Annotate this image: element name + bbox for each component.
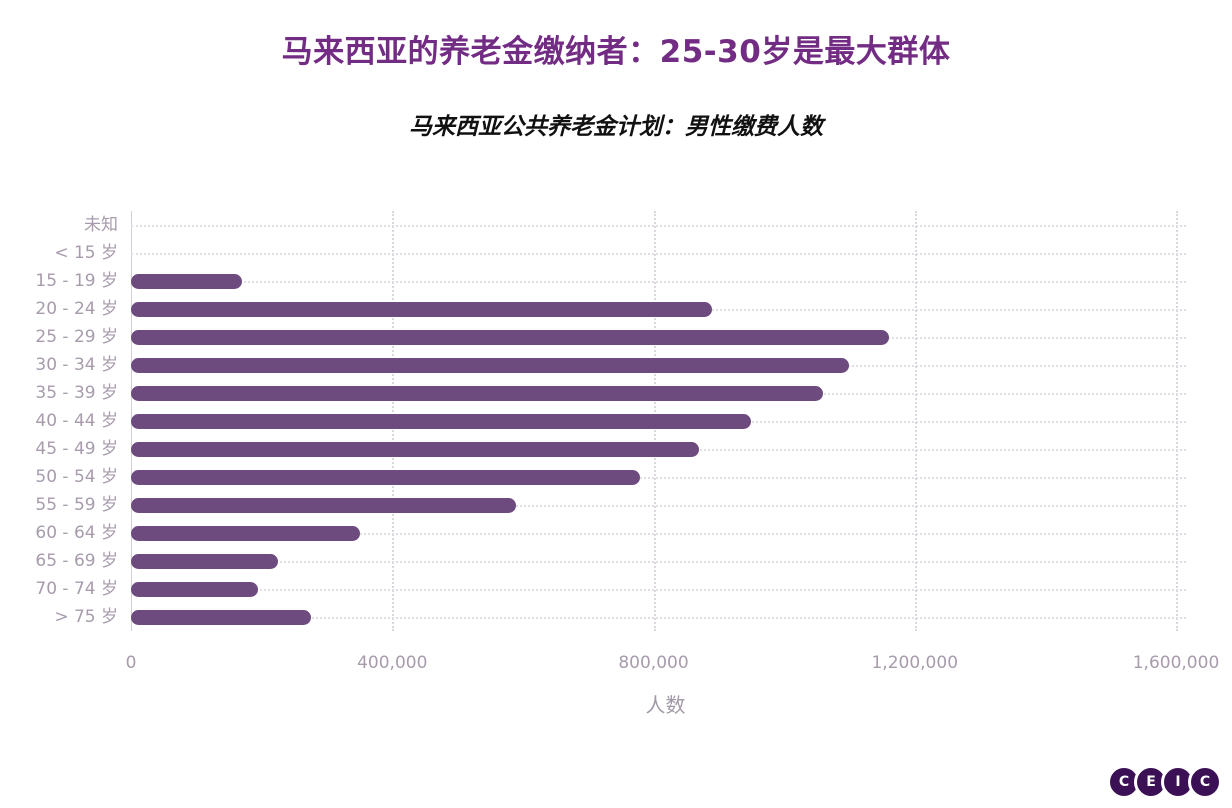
category-label: 20 - 24 岁 bbox=[35, 299, 118, 319]
bar-row bbox=[131, 211, 1200, 239]
row-gridline bbox=[131, 477, 1186, 479]
bar-row bbox=[131, 267, 1200, 295]
x-tick-label: 1,200,000 bbox=[871, 653, 959, 673]
category-label: 60 - 64 岁 bbox=[35, 523, 118, 543]
bar-row bbox=[131, 323, 1200, 351]
bar-row bbox=[131, 239, 1200, 267]
plot-area bbox=[131, 211, 1200, 631]
bar bbox=[131, 581, 259, 597]
category-label: 30 - 34 岁 bbox=[35, 355, 118, 375]
x-axis: 0 400,000 800,000 1,200,000 1,600,000 bbox=[126, 653, 1220, 677]
bar-row bbox=[131, 603, 1200, 631]
bar-row bbox=[131, 491, 1200, 519]
bar-row bbox=[131, 407, 1200, 435]
category-label: < 15 岁 bbox=[54, 243, 118, 263]
bar bbox=[131, 329, 889, 345]
row-gridline bbox=[131, 253, 1186, 255]
category-label: 55 - 59 岁 bbox=[35, 495, 118, 515]
category-label: 35 - 39 岁 bbox=[35, 383, 118, 403]
bar-row bbox=[131, 463, 1200, 491]
bar-chart: 未知 < 15 岁 15 - 19 岁 20 - 24 岁 25 - 29 岁 30 - … bbox=[0, 211, 1232, 631]
category-label: > 75 岁 bbox=[54, 607, 118, 627]
category-label: 45 - 49 岁 bbox=[35, 439, 118, 459]
category-label: 50 - 54 岁 bbox=[35, 467, 118, 487]
bar bbox=[131, 413, 752, 429]
bar bbox=[131, 609, 311, 625]
category-label: 25 - 29 岁 bbox=[35, 327, 118, 347]
bar bbox=[131, 385, 824, 401]
x-tick-label: 1,600,000 bbox=[1132, 653, 1220, 673]
bar bbox=[131, 273, 243, 289]
category-label: 40 - 44 岁 bbox=[35, 411, 118, 431]
x-tick-label: 400,000 bbox=[357, 653, 428, 673]
logo-circle: C bbox=[1188, 765, 1222, 799]
bar bbox=[131, 469, 641, 485]
category-label: 15 - 19 岁 bbox=[35, 271, 118, 291]
bar-row bbox=[131, 547, 1200, 575]
bar bbox=[131, 301, 713, 317]
category-label: 70 - 74 岁 bbox=[35, 579, 118, 599]
bar-row bbox=[131, 575, 1200, 603]
row-gridline bbox=[131, 505, 1186, 507]
bar-row bbox=[131, 351, 1200, 379]
chart-page: 马来西亚的养老金缴纳者：25-30岁是最大群体 马来西亚公共养老金计划：男性缴费… bbox=[0, 26, 1232, 799]
bar-row bbox=[131, 379, 1200, 407]
bar bbox=[131, 553, 278, 569]
category-label: 未知 bbox=[84, 215, 118, 235]
bar bbox=[131, 357, 850, 373]
bar bbox=[131, 441, 700, 457]
row-gridline bbox=[131, 225, 1186, 227]
bar bbox=[131, 525, 360, 541]
category-label: 65 - 69 岁 bbox=[35, 551, 118, 571]
bar-row bbox=[131, 435, 1200, 463]
y-axis-labels: 未知 < 15 岁 15 - 19 岁 20 - 24 岁 25 - 29 岁 30 - … bbox=[0, 211, 131, 631]
row-gridline bbox=[131, 281, 1186, 283]
row-gridline bbox=[131, 617, 1186, 619]
row-gridline bbox=[131, 589, 1186, 591]
row-gridline bbox=[131, 533, 1186, 535]
row-gridline bbox=[131, 561, 1186, 563]
x-tick-label: 0 bbox=[125, 653, 137, 673]
x-tick-label: 800,000 bbox=[618, 653, 689, 673]
bar-row bbox=[131, 519, 1200, 547]
x-axis-title: 人数 bbox=[645, 693, 686, 717]
chart-title: 马来西亚的养老金缴纳者：25-30岁是最大群体 bbox=[281, 34, 951, 70]
bar-row bbox=[131, 295, 1200, 323]
chart-subtitle: 马来西亚公共养老金计划：男性缴费人数 bbox=[409, 114, 823, 140]
bar bbox=[131, 497, 517, 513]
